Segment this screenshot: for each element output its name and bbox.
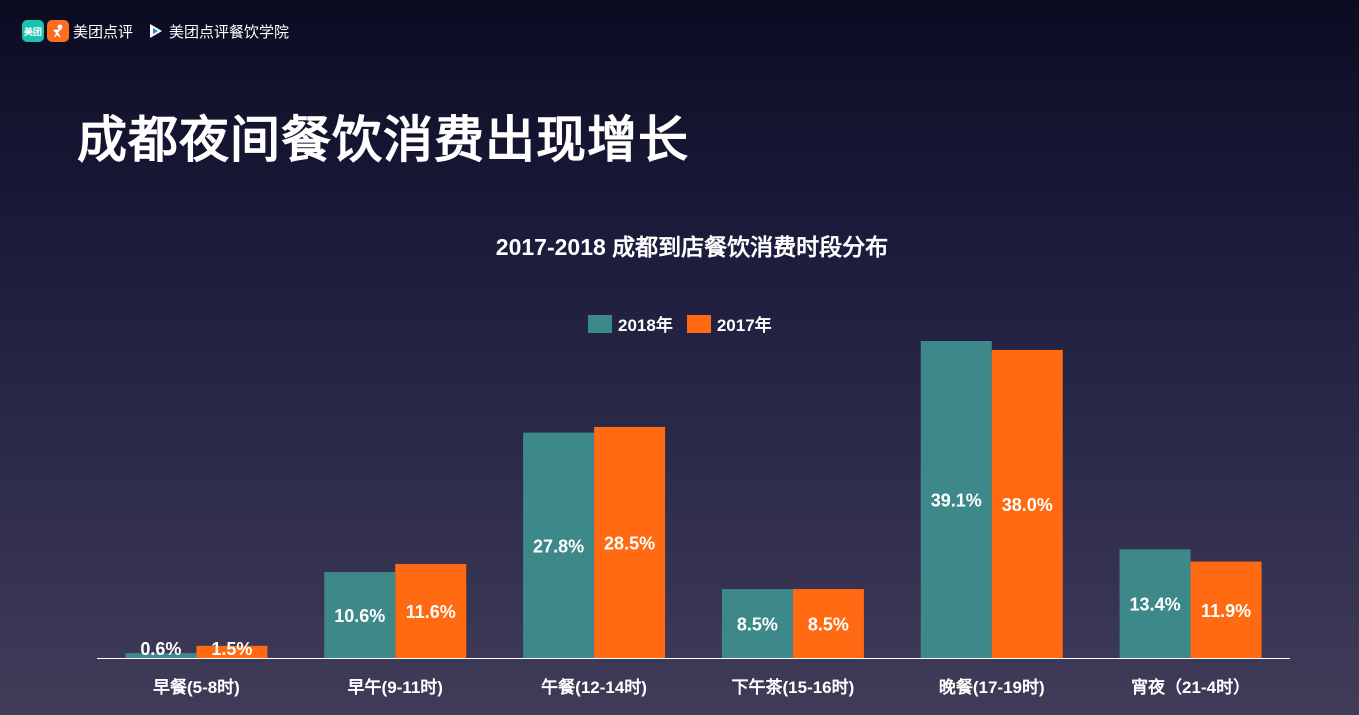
bar-2018-1 xyxy=(324,572,396,658)
category-label-5: 宵夜（21-4时） xyxy=(1131,677,1250,697)
bar-2018-4 xyxy=(920,341,992,658)
bar-2017-3 xyxy=(792,589,864,658)
legend-label-2017: 2017年 xyxy=(716,316,772,335)
data-label-2017-4: 38.0% xyxy=(1002,495,1053,515)
bar-2018-2 xyxy=(523,432,595,658)
dianping-logo-icon xyxy=(47,20,69,42)
data-label-2018-1: 10.6% xyxy=(334,606,385,626)
data-label-2018-3: 8.5% xyxy=(737,615,778,635)
data-label-2018-5: 13.4% xyxy=(1130,595,1181,615)
data-label-2018-4: 39.1% xyxy=(931,491,982,511)
data-label-2017-0: 1.5% xyxy=(211,639,252,659)
data-label-2017-2: 28.5% xyxy=(604,533,655,553)
bar-2017-1 xyxy=(395,563,467,658)
legend-swatch-2018 xyxy=(588,314,612,333)
legend-label-2018: 2018年 xyxy=(618,316,673,335)
legend-item-2017: 2017年 xyxy=(686,311,772,336)
category-label-0: 早餐(5-8时) xyxy=(153,677,240,697)
bar-2018-5 xyxy=(1119,549,1191,658)
page-title: 成都夜间餐饮消费出现增长 xyxy=(77,112,689,168)
legend-swatch-2017 xyxy=(686,314,711,333)
chart-title: 2017-2018 成都到店餐饮消费时段分布 xyxy=(495,234,889,260)
data-label-2018-2: 27.8% xyxy=(533,536,584,556)
bar-2017-5 xyxy=(1190,561,1262,658)
category-label-2: 午餐(12-14时) xyxy=(541,677,647,697)
bar-2017-0 xyxy=(196,645,268,658)
brand-name: 美团点评 xyxy=(73,23,134,41)
academy-logo-icon xyxy=(147,22,165,40)
academy-name: 美团点评餐饮学院 xyxy=(169,23,290,41)
data-label-2017-5: 11.9% xyxy=(1201,601,1251,621)
category-label-3: 下午茶(15-16时) xyxy=(732,677,855,697)
meituan-logo-icon: 美团 xyxy=(22,20,44,42)
bar-2018-0 xyxy=(125,653,197,658)
bar-2017-2 xyxy=(594,426,666,658)
category-label-4: 晚餐(17-19时) xyxy=(939,677,1045,697)
data-label-2018-0: 0.6% xyxy=(140,639,181,659)
brand-bar: 美团 美团点评 美团点评餐饮学院 xyxy=(22,18,289,44)
bar-2017-4 xyxy=(991,349,1063,658)
bar-2018-3 xyxy=(721,589,793,658)
data-label-2017-3: 8.5% xyxy=(808,615,849,635)
chart-legend: 2018年 2017年 xyxy=(588,311,786,336)
legend-item-2018: 2018年 xyxy=(588,311,673,336)
data-label-2017-1: 11.6% xyxy=(406,602,456,622)
logo-mark-text: 美团 xyxy=(23,26,42,37)
category-label-1: 早午(9-11时) xyxy=(348,677,443,697)
